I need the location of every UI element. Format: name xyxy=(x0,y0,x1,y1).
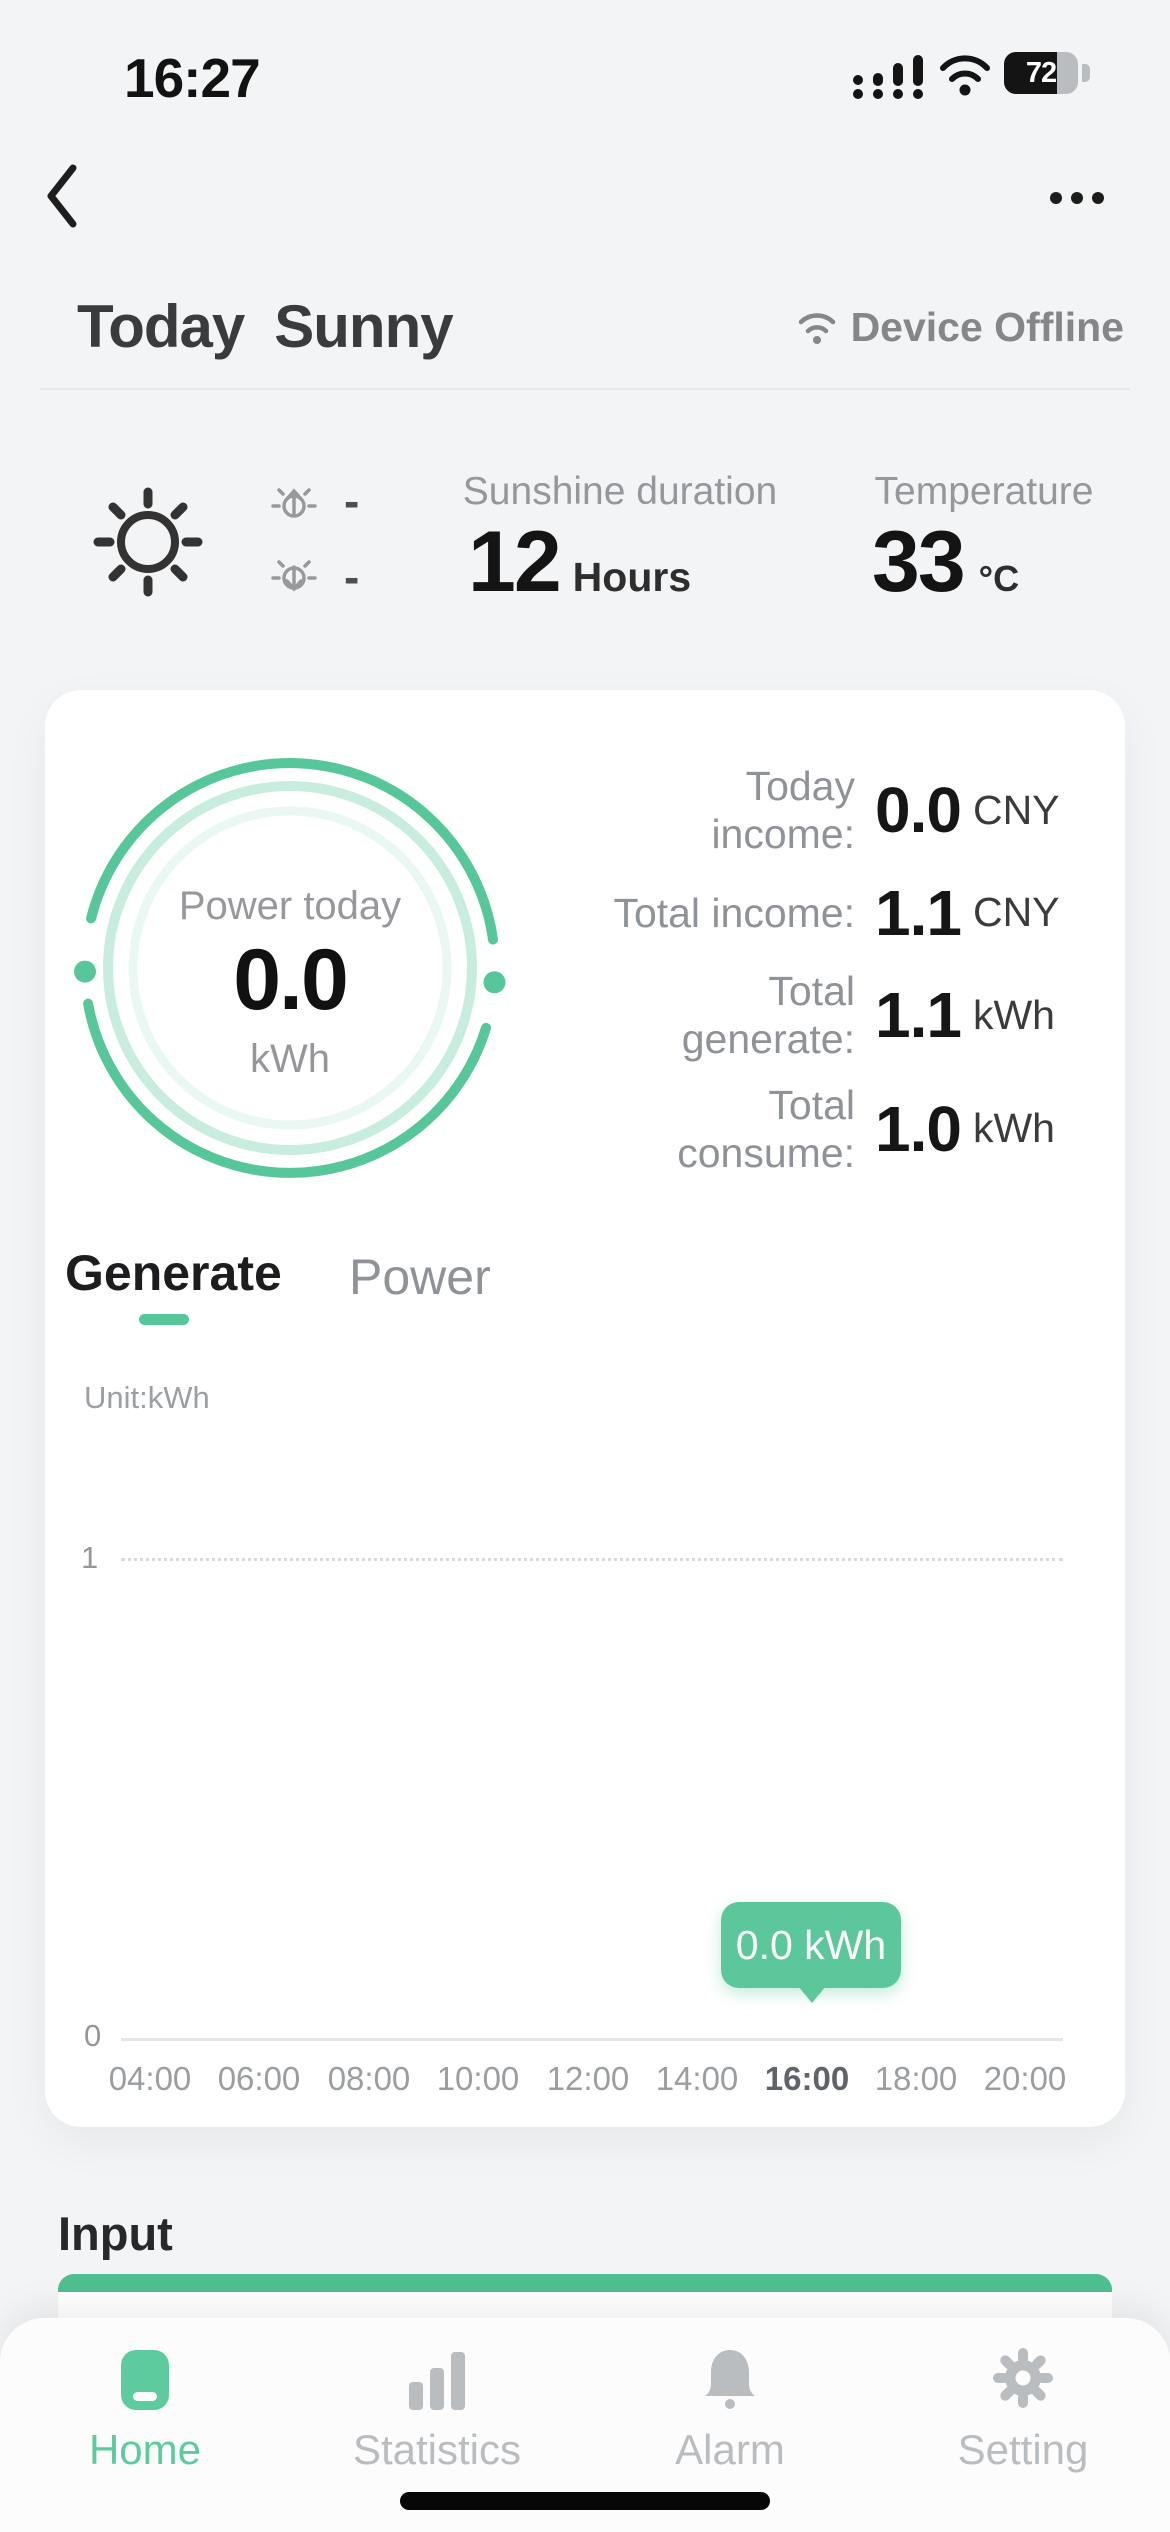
nav-label-statistics: Statistics xyxy=(352,2426,522,2473)
sunshine-unit: Hours xyxy=(572,554,692,600)
chart-tooltip-tail xyxy=(798,1986,826,2003)
stat-unit: CNY xyxy=(972,786,1060,833)
device-wifi-icon xyxy=(798,312,835,344)
sunrise-value: - xyxy=(344,475,360,527)
sun-icon xyxy=(93,487,203,597)
temperature-value: 33 °C xyxy=(872,514,1019,610)
gauge-unit: kWh xyxy=(250,1037,330,1081)
stat-unit: kWh xyxy=(972,1105,1055,1152)
sunshine-hours: 12 xyxy=(468,514,562,610)
stat-label: Today income: xyxy=(711,763,855,858)
x-tick: 10:00 xyxy=(436,2060,520,2097)
stat-label: Total income: xyxy=(613,889,855,936)
title-day: Today xyxy=(77,293,245,360)
battery-icon: 72 xyxy=(1004,52,1078,94)
temperature-unit: °C xyxy=(978,558,1020,599)
sunshine-duration-label: Sunshine duration xyxy=(462,470,778,513)
power-gauge-ring xyxy=(74,758,506,1178)
page-title: Today Sunny xyxy=(77,292,454,361)
nav-item-home[interactable]: Home xyxy=(35,2344,255,2474)
nav-label-setting: Setting xyxy=(957,2426,1089,2473)
x-tick: 20:00 xyxy=(983,2060,1067,2097)
nav-item-setting[interactable]: Setting xyxy=(913,2344,1133,2474)
temperature-label: Temperature xyxy=(874,470,1094,513)
gridline-dashed xyxy=(121,1558,1063,1561)
x-tick: 08:00 xyxy=(327,2060,411,2097)
sunrise-row: - xyxy=(270,476,359,526)
stat-row-total-income: Total income: 1.1 CNY xyxy=(603,876,1083,950)
title-weather: Sunny xyxy=(274,293,453,360)
stat-unit: kWh xyxy=(972,991,1055,1038)
home-indicator[interactable] xyxy=(400,2492,770,2510)
gear-icon xyxy=(993,2348,1053,2408)
status-time: 16:27 xyxy=(124,47,261,109)
battery-cap xyxy=(1082,64,1090,82)
sunrise-icon xyxy=(271,488,317,518)
income-stats: Today income: 0.0 CNY Total income: 1.1 … xyxy=(603,762,1083,1177)
stat-value: 1.1 xyxy=(875,876,962,949)
active-tab-underline xyxy=(139,1314,189,1325)
chart-tooltip: 0.0 kWh xyxy=(721,1902,901,1988)
nav-item-alarm[interactable]: Alarm xyxy=(620,2344,840,2474)
sunshine-duration-value: 12 Hours xyxy=(468,514,691,610)
dot-icon xyxy=(1092,192,1104,204)
device-status-label: Device Offline xyxy=(850,304,1124,350)
temperature-degrees: 33 xyxy=(872,514,966,610)
input-section-title: Input xyxy=(58,2207,173,2260)
bar-chart-icon xyxy=(409,2352,465,2410)
y-axis-tick-1: 1 xyxy=(81,1540,99,1575)
header-divider xyxy=(40,388,1130,390)
input-card-accent-bar xyxy=(58,2274,1112,2292)
device-status-badge: Device Offline xyxy=(795,304,1124,351)
x-tick: 04:00 xyxy=(108,2060,192,2097)
stat-value: 1.1 xyxy=(875,979,962,1052)
energy-card: Power today 0.0 kWh Today income: 0.0 CN… xyxy=(45,690,1125,2127)
tab-power[interactable]: Power xyxy=(349,1249,491,1305)
wifi-icon xyxy=(940,55,990,96)
x-tick: 14:00 xyxy=(655,2060,739,2097)
chevron-left-icon xyxy=(47,164,77,228)
dot-icon xyxy=(1050,192,1062,204)
home-icon xyxy=(121,2350,169,2410)
battery-percent: 72 xyxy=(1025,56,1057,89)
stat-row-total-generate: Total generate: 1.1 kWh xyxy=(603,967,1083,1064)
stat-label: Total consume: xyxy=(677,1081,855,1176)
stat-label: Total generate: xyxy=(681,967,855,1063)
nav-label-alarm: Alarm xyxy=(675,2426,785,2473)
stat-row-total-consume: Total consume: 1.0 kWh xyxy=(603,1081,1083,1178)
dot-icon xyxy=(1071,192,1083,204)
sunset-value: - xyxy=(344,551,360,603)
stat-row-today-income: Today income: 0.0 CNY xyxy=(603,762,1083,859)
x-axis-line xyxy=(121,2038,1063,2041)
stat-value: 0.0 xyxy=(875,774,962,847)
more-menu-button[interactable] xyxy=(1044,186,1110,210)
bottom-nav-bar: Home Statistics Alarm xyxy=(0,2318,1170,2532)
y-axis-tick-0: 0 xyxy=(84,2018,102,2053)
x-tick: 12:00 xyxy=(546,2060,630,2097)
sunset-row: - xyxy=(270,552,359,602)
x-tick-selected: 16:00 xyxy=(764,2060,850,2097)
x-tick: 06:00 xyxy=(217,2060,301,2097)
chart-unit-label: Unit:kWh xyxy=(84,1380,210,1415)
power-gauge-readout: Power today 0.0 kWh xyxy=(140,884,440,1082)
back-button[interactable] xyxy=(40,158,84,234)
bell-icon xyxy=(705,2350,755,2409)
gauge-label: Power today xyxy=(178,884,402,928)
stat-unit: CNY xyxy=(972,889,1060,936)
cellular-signal-icon xyxy=(853,55,923,99)
stat-value: 1.0 xyxy=(875,1092,962,1165)
tooltip-value: 0.0 kWh xyxy=(735,1921,887,1968)
battery-fill xyxy=(1004,52,1058,94)
x-tick: 18:00 xyxy=(874,2060,958,2097)
nav-item-statistics[interactable]: Statistics xyxy=(327,2344,547,2474)
nav-label-home: Home xyxy=(88,2426,202,2473)
tab-generate[interactable]: Generate xyxy=(65,1245,282,1301)
sunset-icon xyxy=(271,560,317,592)
gauge-value: 0.0 xyxy=(233,932,349,1028)
chart-plot-area[interactable] xyxy=(121,1390,1063,2040)
